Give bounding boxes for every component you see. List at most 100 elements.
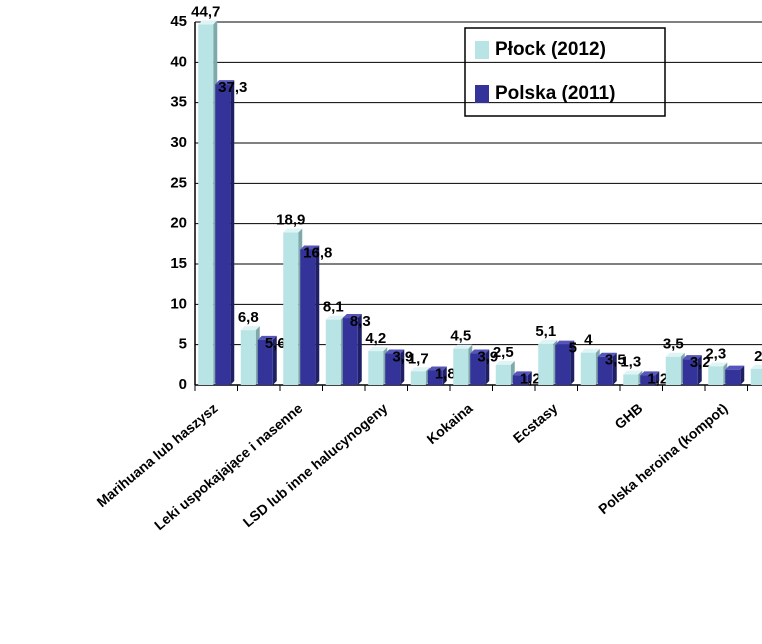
bar-side xyxy=(357,314,362,385)
bar-top xyxy=(495,360,515,365)
bar xyxy=(708,366,724,385)
bar-top xyxy=(555,340,575,345)
bar xyxy=(750,368,762,385)
bar-top xyxy=(368,347,388,352)
y-tick-label: 20 xyxy=(170,215,187,232)
bar xyxy=(240,330,256,385)
data-label: 18,9 xyxy=(276,212,305,229)
bar xyxy=(538,343,554,385)
bar xyxy=(597,356,613,385)
y-tick-label: 5 xyxy=(179,336,187,353)
bar-side xyxy=(485,349,490,385)
bar xyxy=(682,359,698,385)
data-label: 4,5 xyxy=(450,328,471,345)
bar-top xyxy=(453,344,473,349)
bar-side xyxy=(272,335,277,385)
legend-swatch xyxy=(475,85,489,103)
x-tick-label: GHB xyxy=(611,400,645,432)
bar-side xyxy=(230,80,235,385)
bar xyxy=(725,369,741,385)
x-tick-label: Ecstasy xyxy=(510,400,561,446)
bar-top xyxy=(410,367,430,372)
bar-top xyxy=(580,348,600,353)
bar-top xyxy=(240,326,260,331)
data-label: 5 xyxy=(569,340,577,357)
bar-top xyxy=(750,364,762,369)
x-tick-label: LSD lub inne halucynogeny xyxy=(240,400,391,530)
data-label: 5,6 xyxy=(265,335,286,352)
data-label: 2,3 xyxy=(705,345,726,362)
bar xyxy=(495,364,511,385)
data-label: 6,8 xyxy=(238,309,259,326)
data-label: 4,2 xyxy=(365,330,386,347)
bar xyxy=(257,339,273,385)
bar-side xyxy=(612,352,617,385)
data-label: 8,1 xyxy=(323,299,344,316)
legend-label: Polska (2011) xyxy=(495,83,615,104)
bar-side xyxy=(527,371,532,385)
bar xyxy=(665,356,681,385)
bar-side xyxy=(315,245,320,385)
legend-swatch xyxy=(475,41,489,59)
bar-top xyxy=(640,371,660,376)
bar xyxy=(385,353,401,385)
bar xyxy=(640,375,656,385)
data-label: 3,9 xyxy=(477,349,498,366)
y-tick-label: 15 xyxy=(170,255,187,272)
data-label: 3,2 xyxy=(690,354,711,371)
y-tick-label: 35 xyxy=(170,94,187,111)
bar xyxy=(325,319,341,385)
bar xyxy=(512,375,528,385)
data-label: 1,2 xyxy=(520,370,541,387)
data-label: 37,3 xyxy=(218,79,247,96)
legend-label: Płock (2012) xyxy=(495,39,606,60)
bar-side xyxy=(570,340,575,385)
bar-side xyxy=(697,355,702,385)
data-label: 1,7 xyxy=(408,350,429,367)
bar xyxy=(300,249,316,385)
x-tick-label: Kokaina xyxy=(424,400,476,447)
bar-top xyxy=(725,365,745,370)
bar-top xyxy=(512,371,532,376)
bar-top xyxy=(470,349,490,354)
data-label: 2,5 xyxy=(493,344,514,361)
data-label: 1,8 xyxy=(435,365,456,382)
bar-top xyxy=(538,339,558,344)
bar-top xyxy=(385,349,405,354)
y-tick-label: 25 xyxy=(170,174,187,191)
bar-side xyxy=(740,365,745,385)
y-tick-label: 10 xyxy=(170,295,187,312)
bar xyxy=(198,24,214,385)
bar-top xyxy=(325,315,345,320)
legend-box xyxy=(464,27,666,117)
bar xyxy=(368,351,384,385)
data-label: 5,1 xyxy=(535,323,556,340)
bar-top xyxy=(623,370,643,375)
data-label: 44,7 xyxy=(191,3,220,20)
y-tick-label: 0 xyxy=(179,376,187,393)
y-tick-label: 45 xyxy=(170,13,187,30)
data-label: 16,8 xyxy=(303,244,332,261)
bar-top xyxy=(198,20,218,25)
bar-side xyxy=(655,371,660,385)
bar xyxy=(470,353,486,385)
bar-side xyxy=(442,366,447,385)
data-label: 8,3 xyxy=(350,313,371,330)
bar xyxy=(555,344,571,385)
y-tick-label: 30 xyxy=(170,134,187,151)
bar-top xyxy=(682,355,702,360)
bar-top xyxy=(597,352,617,357)
data-label: 2 xyxy=(754,348,762,365)
bar xyxy=(453,348,469,385)
bar xyxy=(580,352,596,385)
bar-top xyxy=(257,335,277,340)
data-label: 3,5 xyxy=(663,336,684,353)
bar-top xyxy=(665,352,685,357)
data-label: 1,2 xyxy=(647,370,668,387)
data-label: 3,5 xyxy=(605,352,626,369)
data-label: 3,9 xyxy=(392,349,413,366)
bar xyxy=(623,374,639,385)
bar-top xyxy=(342,314,362,319)
bar-top xyxy=(427,366,447,371)
bar-top xyxy=(215,80,235,85)
